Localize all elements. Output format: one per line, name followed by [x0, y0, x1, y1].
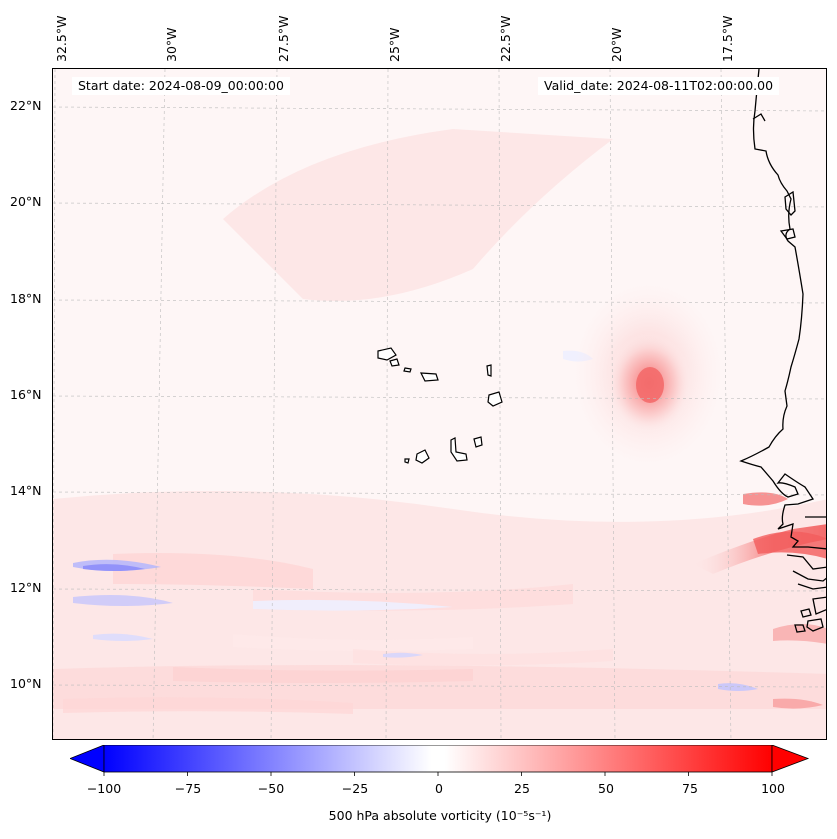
colorbar-tick: 0 — [435, 781, 443, 796]
lon-label-20w: 20°W — [609, 27, 624, 62]
lat-label-14n: 14°N — [10, 483, 42, 498]
colorbar — [70, 745, 810, 776]
cape-verde-islands — [377, 347, 503, 464]
lat-label-10n: 10°N — [10, 676, 42, 691]
colorbar-min-extend — [70, 745, 105, 773]
colorbar-tick: −100 — [86, 781, 122, 796]
colorbar-tick: 50 — [598, 781, 614, 796]
colorbar-tick: −75 — [174, 781, 202, 796]
graticule — [53, 69, 826, 739]
lon-label-30w: 30°W — [164, 27, 179, 62]
lon-label-32-5w: 32.5°W — [54, 15, 69, 62]
vorticity-map — [53, 69, 826, 739]
lat-label-20n: 20°N — [10, 194, 42, 209]
lat-label-12n: 12°N — [10, 580, 42, 595]
valid-date-label: Valid_date: 2024-08-11T02:00:00.00 — [538, 77, 780, 95]
colorbar-tick: −50 — [257, 781, 285, 796]
colorbar-tick: 100 — [761, 781, 785, 796]
lon-label-27-5w: 27.5°W — [276, 15, 291, 62]
lon-label-25w: 25°W — [387, 27, 402, 62]
colorbar-tick: −25 — [341, 781, 369, 796]
colorbar-tick: 75 — [682, 781, 698, 796]
african-coastline — [739, 69, 826, 633]
start-date-label: Start date: 2024-08-09_00:00:00 — [72, 77, 290, 95]
lon-label-22-5w: 22.5°W — [498, 15, 513, 62]
vorticity-field — [53, 129, 826, 739]
colorbar-tick: 25 — [514, 781, 530, 796]
colorbar-label: 500 hPa absolute vorticity (10⁻⁵s⁻¹) — [328, 808, 552, 823]
colorbar-gradient — [103, 745, 773, 773]
colorbar-max-extend — [771, 745, 810, 773]
map-panel[interactable] — [52, 68, 827, 740]
lat-label-22n: 22°N — [10, 98, 42, 113]
lat-label-18n: 18°N — [10, 291, 42, 306]
lat-label-16n: 16°N — [10, 387, 42, 402]
lon-label-17-5w: 17.5°W — [720, 15, 735, 62]
